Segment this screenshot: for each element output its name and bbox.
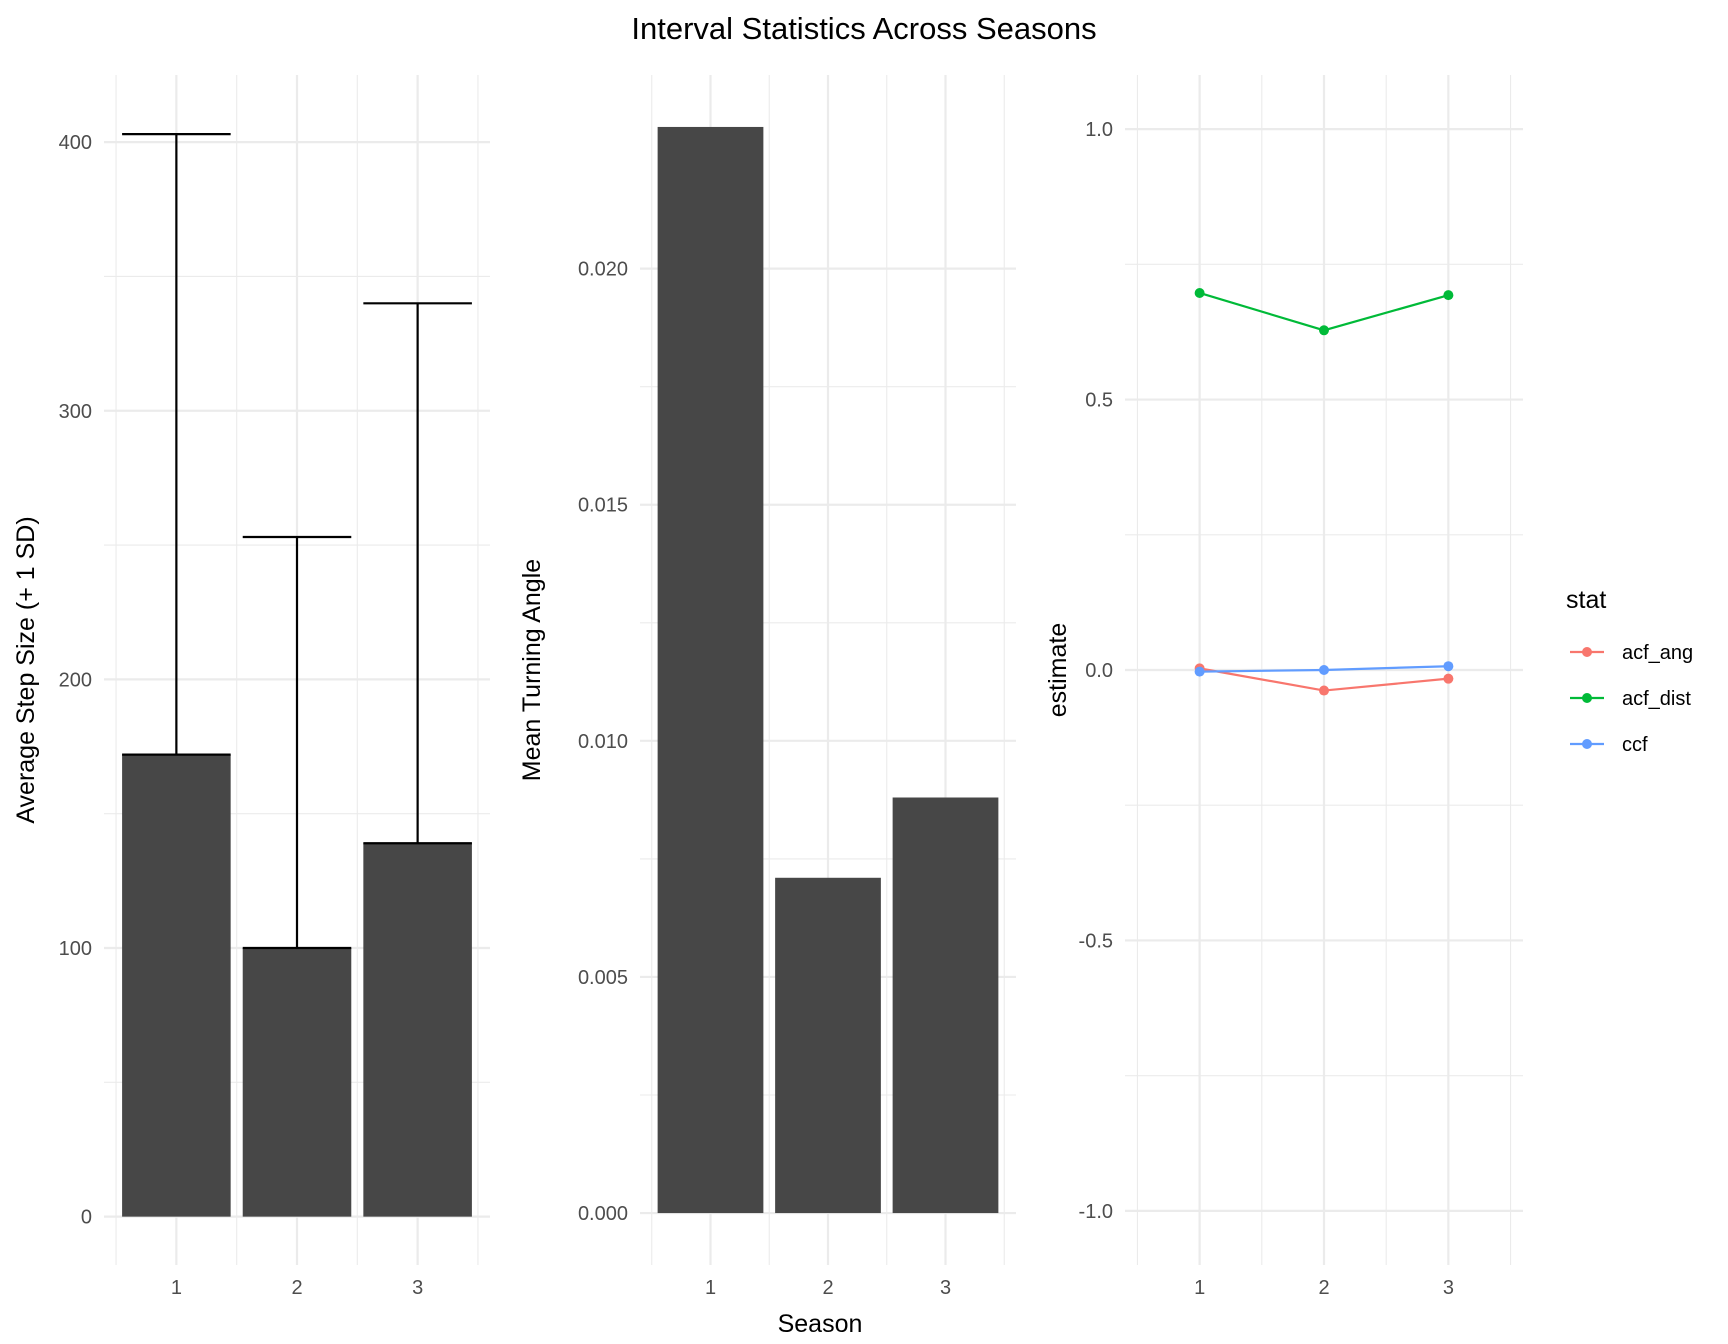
- bar: [122, 754, 231, 1217]
- y-tick-label: 1.0: [1085, 119, 1113, 141]
- y-tick-label: 100: [59, 938, 92, 960]
- x-tick-label: 3: [412, 1277, 423, 1299]
- legend-label: acf_ang: [1622, 642, 1693, 664]
- data-point-ccf: [1319, 665, 1329, 675]
- bar: [892, 797, 999, 1214]
- y-tick-label: 0.010: [578, 731, 628, 753]
- bar: [775, 877, 881, 1214]
- data-point-ccf: [1443, 661, 1454, 672]
- data-point-acf_dist: [1319, 325, 1329, 336]
- y-tick-label: 0: [81, 1207, 92, 1229]
- y-tick-label: 400: [59, 132, 92, 154]
- x-tick-label: 2: [291, 1277, 302, 1299]
- y-tick-label: 0.000: [578, 1203, 628, 1225]
- legend-label: ccf: [1622, 734, 1648, 756]
- x-axis-title: Season: [778, 1310, 863, 1338]
- y-tick-label: -1.0: [1079, 1201, 1113, 1223]
- bar: [657, 126, 764, 1214]
- turning-angle-panel: 0.000 0.005 0.010 0.015 0.020 1 2 3 Mean Turning…: [518, 75, 1016, 1299]
- bar: [363, 843, 472, 1217]
- data-point-acf_ang: [1319, 685, 1329, 696]
- data-point-acf_ang: [1443, 673, 1454, 684]
- x-tick-label: 1: [171, 1277, 182, 1299]
- chart-title: Interval Statistics Across Seasons: [631, 11, 1096, 46]
- y-axis-title: Mean Turning Angle: [518, 559, 546, 781]
- data-point-acf_dist: [1443, 290, 1454, 301]
- y-tick-label: 0.020: [578, 259, 628, 281]
- y-axis-title: estimate: [1044, 623, 1072, 717]
- bar: [242, 948, 352, 1217]
- x-tick-label: 2: [822, 1277, 833, 1299]
- x-tick-label: 1: [1194, 1277, 1205, 1299]
- estimate-panel: -1.0 -0.5 0.0 0.5 1.0 1 2 3 estimate: [1044, 75, 1523, 1299]
- y-tick-label: 0.015: [578, 495, 628, 517]
- y-tick-label: 300: [59, 401, 92, 423]
- y-tick-label: 0.005: [578, 967, 628, 989]
- y-tick-label: -0.5: [1079, 930, 1113, 952]
- data-point-acf_dist: [1194, 287, 1205, 298]
- y-axis-title: Average Step Size (+ 1 SD): [12, 516, 40, 823]
- legend-key-point: [1582, 647, 1592, 657]
- x-tick-label: 3: [940, 1277, 951, 1299]
- step-size-panel: 0 100 200 300 400 1 2 3 Average Step Size (+ 1 S…: [12, 75, 490, 1299]
- y-tick-label: 200: [59, 669, 92, 691]
- legend-key-point: [1582, 693, 1592, 703]
- x-tick-label: 1: [705, 1277, 716, 1299]
- legend-title: stat: [1566, 586, 1606, 614]
- legend-key-point: [1582, 739, 1592, 749]
- y-tick-label: 0.5: [1085, 390, 1113, 412]
- data-point-ccf: [1194, 666, 1205, 677]
- legend-label: acf_dist: [1622, 688, 1691, 710]
- x-tick-label: 2: [1318, 1277, 1329, 1299]
- y-tick-label: 0.0: [1085, 660, 1113, 682]
- x-tick-label: 3: [1443, 1277, 1454, 1299]
